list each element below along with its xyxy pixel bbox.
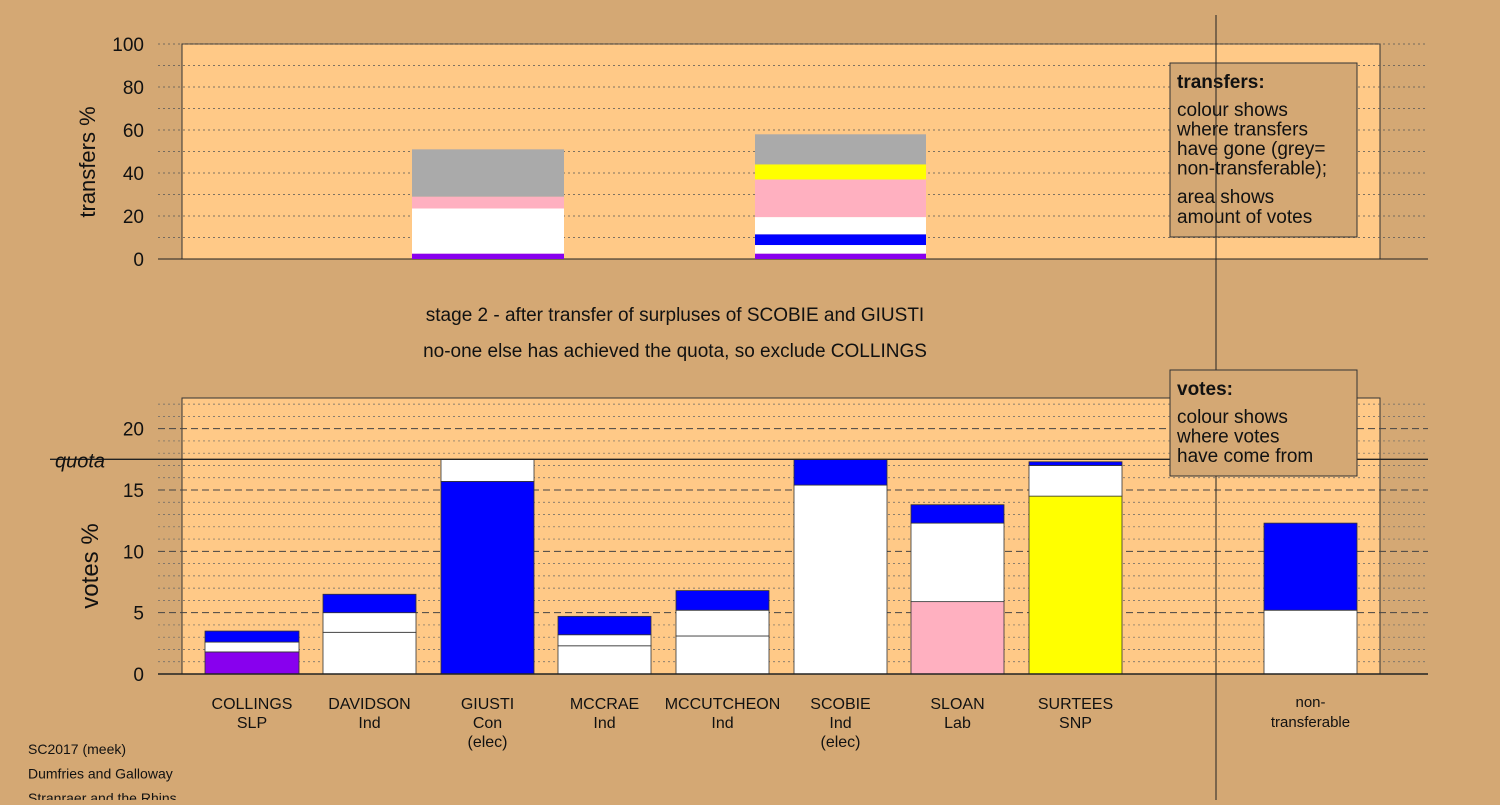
vote-segment — [1028, 465, 1123, 497]
transfers-legend-text: area shows — [1177, 187, 1274, 208]
vote-segment — [793, 458, 888, 486]
vote-segment — [1263, 522, 1358, 611]
votes-legend-text: where votes — [1176, 427, 1279, 448]
candidate-name-label: MCCRAE — [570, 696, 639, 713]
transfers-legend-title: transfers: — [1177, 72, 1265, 93]
votes-y-tick-label: 20 — [123, 420, 144, 441]
vote-segment — [1028, 495, 1123, 675]
transfers-y-tick-label: 100 — [112, 35, 144, 56]
votes-y-axis-label: votes % — [77, 523, 104, 608]
candidate-status-label: (elec) — [467, 734, 507, 751]
vote-segment — [1028, 461, 1123, 466]
vote-segment — [322, 612, 417, 633]
vote-segment — [793, 484, 888, 675]
stage-description: stage 2 - after transfer of surpluses of… — [426, 305, 924, 326]
candidate-party-label: Ind — [829, 715, 851, 732]
transfers-y-axis-label: transfers % — [75, 106, 100, 217]
votes-legend-text: colour shows — [1177, 407, 1288, 428]
candidate-status-label: (elec) — [820, 734, 860, 751]
stage-description: no-one else has achieved the quota, so e… — [423, 341, 927, 362]
candidate-party-label: Ind — [593, 715, 615, 732]
candidate-name-label: GIUSTI — [461, 696, 514, 713]
transfers-legend-text: have gone (grey= — [1177, 139, 1325, 160]
candidate-name-label: SCOBIE — [810, 696, 870, 713]
candidate-party-label: Lab — [944, 715, 971, 732]
transfers-y-tick-label: 60 — [123, 121, 144, 142]
transfer-segment-giusti — [412, 208, 564, 254]
candidate-party-label: SNP — [1059, 715, 1092, 732]
transfer-segment-scobie — [755, 134, 926, 165]
vote-segment — [322, 593, 417, 614]
nontransferable-label: non- — [1295, 694, 1325, 711]
vote-segment — [557, 615, 652, 636]
candidate-party-label: SLP — [237, 715, 267, 732]
footer-caption: Stranraer and the Rhins — [28, 790, 177, 800]
votes-legend-box — [1169, 369, 1358, 477]
transfers-legend-text: amount of votes — [1177, 207, 1312, 228]
vote-segment — [440, 458, 535, 482]
transfer-segment-scobie — [755, 245, 926, 254]
candidate-name-label: DAVIDSON — [328, 696, 410, 713]
candidate-party-label: Con — [473, 715, 502, 732]
transfer-segment-giusti — [412, 253, 564, 259]
transfers-legend-box — [1169, 62, 1358, 238]
transfer-segment-giusti — [412, 196, 564, 209]
candidate-name-label: SURTEES — [1038, 696, 1113, 713]
vote-segment — [910, 601, 1005, 675]
vote-segment — [204, 641, 300, 653]
transfer-segment-scobie — [755, 164, 926, 180]
transfer-segment-scobie — [755, 179, 926, 218]
transfers-y-tick-label: 20 — [123, 207, 144, 228]
transfers-y-tick-label: 40 — [123, 164, 144, 185]
transfers-y-tick-label: 0 — [133, 250, 144, 271]
votes-legend-title: votes: — [1177, 379, 1233, 400]
votes-y-tick-label: 5 — [133, 604, 144, 625]
vote-segment — [675, 635, 770, 675]
candidate-name-label: SLOAN — [930, 696, 984, 713]
candidate-name-label: COLLINGS — [212, 696, 293, 713]
votes-y-tick-label: 10 — [123, 542, 144, 563]
footer-caption: SC2017 (meek) — [28, 741, 126, 757]
vote-segment — [557, 634, 652, 647]
candidate-party-label: Ind — [358, 715, 380, 732]
vote-segment — [675, 590, 770, 611]
transfers-legend-text: non-transferable); — [1177, 159, 1327, 180]
quota-label: quota — [55, 450, 105, 472]
vote-segment — [557, 645, 652, 675]
vote-segment — [675, 609, 770, 637]
candidate-name-label: MCCUTCHEON — [665, 696, 781, 713]
votes-legend-text: have come from — [1177, 446, 1313, 467]
transfer-segment-giusti — [412, 149, 564, 197]
vote-segment — [204, 630, 300, 643]
votes-y-tick-label: 0 — [133, 665, 144, 686]
vote-segment — [322, 631, 417, 675]
transfers-legend-text: where transfers — [1176, 120, 1308, 141]
vote-segment — [440, 481, 535, 675]
transfers-legend-text: colour shows — [1177, 100, 1288, 121]
footer-caption: Dumfries and Galloway — [28, 766, 173, 782]
transfers-y-tick-label: 80 — [123, 78, 144, 99]
votes-y-tick-label: 15 — [123, 481, 144, 502]
vote-segment — [204, 651, 300, 675]
transfer-segment-scobie — [755, 234, 926, 246]
vote-segment — [910, 522, 1005, 603]
nontransferable-label: transferable — [1271, 714, 1350, 731]
candidate-party-label: Ind — [711, 715, 733, 732]
transfer-segment-scobie — [755, 253, 926, 259]
vote-segment — [1263, 609, 1358, 675]
transfer-segment-scobie — [755, 217, 926, 235]
vote-segment — [910, 504, 1005, 524]
